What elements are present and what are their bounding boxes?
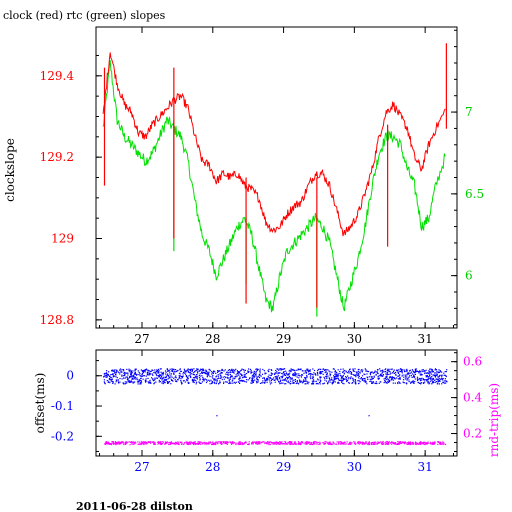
top-x-tick-label: 27: [134, 332, 149, 346]
bottom-y-tick-label: -0.1: [51, 399, 74, 413]
rtc-series-line: [102, 60, 446, 313]
footer-text: 2011-06-28 dilston: [76, 500, 193, 512]
top-plot-frame: [95, 26, 458, 329]
top-ylabel: clockslope: [3, 138, 17, 202]
top-y-tick-label: 129.4: [40, 69, 75, 83]
top-y-right-tick-label: 6: [465, 269, 473, 283]
bottom-axes: 27 28 29 30 31 -0.2 -0.1 0 0.2 0.4 0.6: [51, 350, 482, 474]
top-x-tick-label: 31: [418, 332, 433, 346]
top-y-right-tick-label: 6.5: [465, 187, 484, 201]
top-y-tick-label: 129: [51, 232, 74, 246]
bottom-x-tick-label: 29: [276, 460, 291, 474]
bottom-y-right-tick-label: 0.6: [463, 355, 482, 369]
top-x-tick-label: 29: [276, 332, 291, 346]
top-plot-area: [102, 43, 447, 317]
bottom-ylabel-right: rnd-trip(ms): [487, 383, 501, 457]
clock-series-line: [102, 52, 446, 237]
top-y-tick-label: 128.8: [40, 313, 74, 327]
bottom-ylabel-left: offset(ms): [33, 373, 47, 434]
top-y-right-tick-label: 7: [465, 105, 473, 119]
chart-title: clock (red) rtc (green) slopes: [3, 9, 166, 22]
bottom-y-right-tick-label: 0.4: [463, 391, 482, 405]
bottom-x-tick-label: 28: [205, 460, 220, 474]
bottom-x-tick-label: 27: [134, 460, 149, 474]
bottom-plot-frame: [95, 349, 458, 457]
bottom-plot-area: [103, 368, 448, 446]
bottom-x-tick-label: 31: [418, 460, 433, 474]
top-x-tick-label: 30: [347, 332, 362, 346]
top-axes: 27 28 29 30 31 128.8 129 129.2 129.4 6 6.5 7: [40, 27, 484, 346]
top-y-tick-label: 129.2: [40, 150, 74, 164]
bottom-y-tick-label: 0: [66, 369, 74, 383]
top-panel: 27 28 29 30 31 128.8 129 129.2 129.4 6 6.5 7 clocks…: [3, 26, 484, 346]
bottom-panel: 27 28 29 30 31-0.2-0.100.20.40.6 offset(ms) …: [33, 349, 501, 474]
bottom-y-tick-label: -0.2: [51, 429, 74, 443]
rndtrip-series-points: [104, 441, 447, 446]
bottom-y-right-tick-label: 0.2: [463, 427, 482, 441]
offset-series-points: [103, 368, 448, 417]
top-x-tick-label: 28: [205, 332, 220, 346]
bottom-x-tick-label: 30: [347, 460, 362, 474]
